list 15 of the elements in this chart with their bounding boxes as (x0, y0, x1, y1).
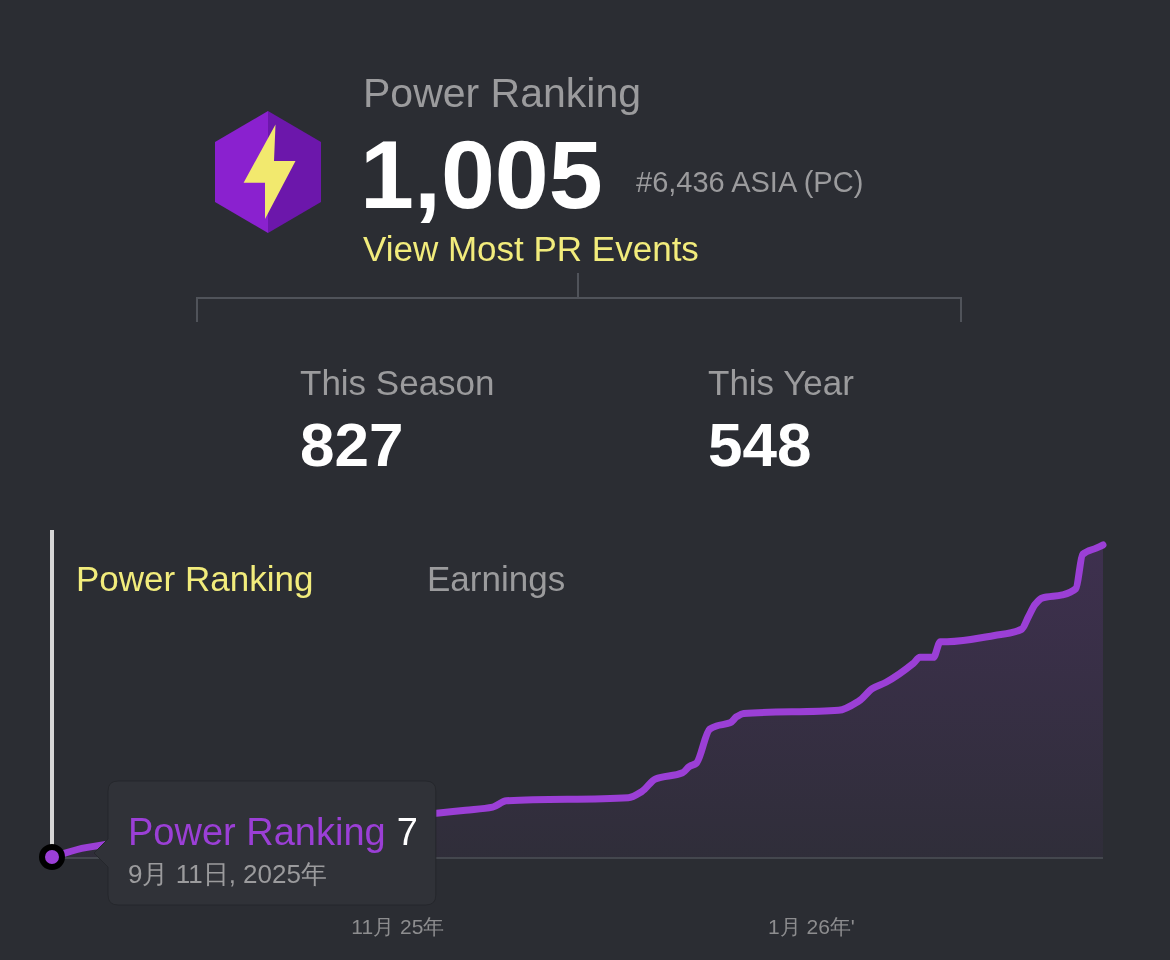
text: #6,436 ASIA (PC) (636, 166, 864, 198)
text: 1,005 (360, 120, 603, 229)
chart-title: Power Ranking (76, 559, 314, 598)
text: 9月 11日, 2025年 (128, 859, 327, 889)
text: This Season (300, 363, 495, 402)
text: 548 (708, 410, 812, 479)
text: This Year (708, 363, 855, 402)
x-tick-label: 11月 25年 (351, 915, 445, 938)
text: View Most PR Events (363, 229, 699, 268)
series-label: Power Ranking (128, 811, 386, 853)
annotation: Earnings (427, 559, 566, 598)
annotation: 7 (396, 811, 418, 853)
x-tick-label: 1月 26年' (767, 915, 855, 938)
text: Power Ranking (363, 70, 642, 116)
text: 827 (300, 410, 404, 479)
